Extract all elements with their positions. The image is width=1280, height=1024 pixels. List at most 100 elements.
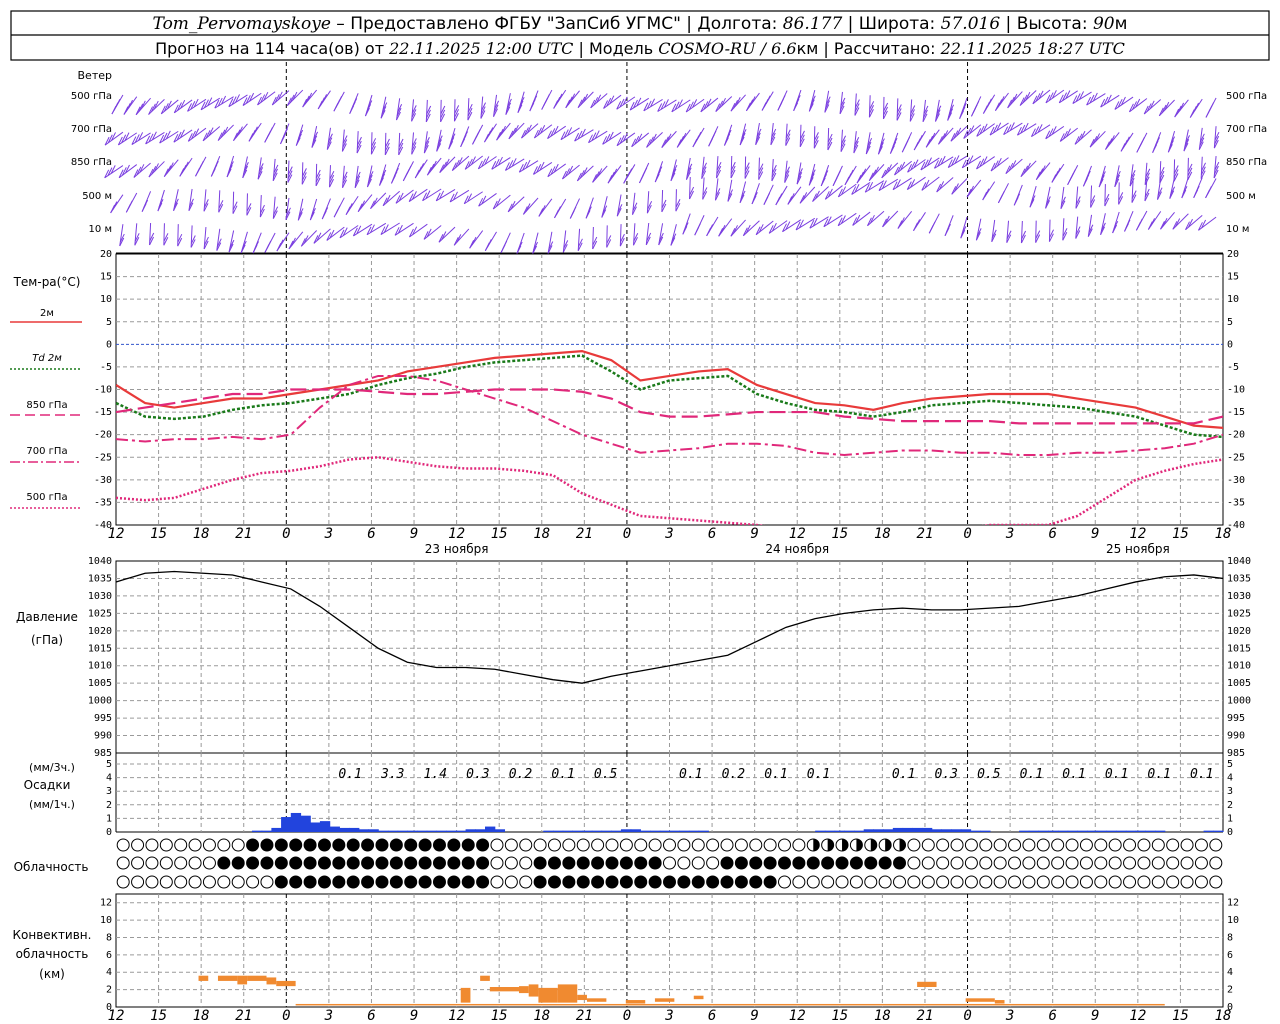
wind-barb-staff [1032, 89, 1051, 105]
wind-barb-staff [934, 156, 954, 169]
wind-barb-staff [1105, 132, 1120, 150]
wind-barb-staff [865, 132, 871, 155]
wind-barb [242, 156, 249, 179]
wind-barb [326, 127, 333, 150]
wind-barb-feather [355, 171, 361, 181]
model-name: COSMO-RU / 6.6 [658, 39, 796, 58]
wind-barb-feather [633, 99, 638, 109]
precip-bar [1028, 830, 1040, 832]
cloud-circle [1079, 856, 1093, 870]
wind-barb [560, 127, 580, 141]
cloud-symbol [749, 838, 763, 852]
wind-barb-feather [278, 239, 284, 248]
wind-barb-feather [1006, 234, 1012, 243]
conv-bar [917, 981, 937, 988]
wind-barb-staff [134, 223, 138, 246]
cloud-symbol [1137, 875, 1151, 889]
wind-barb [398, 132, 404, 156]
wind-barb [364, 94, 373, 117]
cloud-symbol [260, 856, 274, 870]
wind-barb-feather [1173, 173, 1179, 182]
temp-ytick-right: 0 [1227, 339, 1233, 350]
wind-barb-feather [923, 159, 929, 168]
wind-barb-feather [370, 200, 375, 209]
cloud-symbol [202, 875, 216, 889]
wind-barb-staff [936, 177, 954, 193]
wind-barb-feather [643, 102, 649, 112]
wind-barb-feather [356, 140, 362, 150]
wind-barb-feather [602, 205, 608, 214]
wind-barb-feather [438, 234, 444, 243]
wind-barb-feather [1125, 219, 1131, 229]
cloud-circle [389, 838, 403, 852]
wind-barb-staff [787, 186, 802, 205]
cloud-circle [447, 838, 461, 852]
wind-barb-staff [173, 189, 179, 211]
cloud-symbol [246, 856, 260, 870]
wind-barb-staff [813, 126, 816, 149]
wind-barb-feather [632, 202, 638, 211]
wind-barb [451, 155, 470, 172]
wind-barb [301, 162, 307, 185]
bottom-hour-tick: 0 [963, 1008, 971, 1024]
wind-barb-feather [795, 95, 801, 104]
wind-barb-feather [1213, 169, 1219, 179]
wind-barb-feather [298, 208, 304, 217]
cloud-symbol [835, 856, 849, 870]
wind-barb-feather [921, 182, 927, 191]
wind-barb-feather [1214, 161, 1220, 171]
wind-barb-feather [342, 179, 347, 188]
cloud-symbol [691, 838, 705, 852]
calc-time: 22.11.2025 18:27 UTC [940, 39, 1125, 58]
wind-barb-feather [930, 132, 936, 142]
wind-barb-feather [1059, 133, 1065, 142]
wind-barb-feather [1103, 96, 1109, 106]
wind-barb-feather [242, 169, 248, 179]
cloud-symbol [361, 856, 375, 870]
cloud-circle [1108, 838, 1122, 852]
wind-barb-feather [824, 191, 830, 200]
wind-barb-feather [657, 103, 663, 112]
wind-barb-feather [715, 188, 721, 197]
wind-barb-feather [1072, 95, 1078, 104]
wind-barb-feather [342, 227, 348, 236]
cloud-symbol [993, 875, 1007, 889]
wind-barb-feather [984, 188, 990, 197]
wind-barb-feather [287, 170, 293, 179]
cloud-symbol [849, 875, 863, 889]
wind-barb-staff [285, 197, 290, 220]
cloud-circle [1094, 875, 1108, 889]
cloud-symbol [878, 856, 892, 870]
cloud-circle [432, 856, 446, 870]
wind-barb-staff [233, 123, 248, 142]
bottom-hour-tick: 21 [576, 1008, 593, 1024]
wind-barb-feather [313, 131, 319, 141]
cloud-circle [504, 856, 518, 870]
wind-barb-feather [940, 155, 946, 165]
wind-barb-feather [1062, 232, 1068, 241]
wind-barb-feather [207, 97, 213, 106]
cloud-circle [763, 856, 777, 870]
cloud-symbol [964, 875, 978, 889]
cloud-circle [1022, 838, 1036, 852]
wind-barb-feather [674, 101, 680, 110]
wind-barb [1105, 132, 1120, 150]
wind-barb-feather [1062, 92, 1068, 101]
mid-hour-tick: 6 [708, 526, 716, 542]
wind-barb-staff [882, 96, 885, 119]
wind-barb-feather [307, 92, 313, 102]
wind-barb-feather [384, 142, 390, 152]
wind-barb-staff [603, 94, 622, 109]
cloud-symbol [289, 856, 303, 870]
bottom-hour-tick: 12 [789, 1008, 806, 1024]
wind-barb-feather [852, 217, 858, 226]
wind-barb-staff [1029, 185, 1037, 208]
cloud-circle [303, 838, 317, 852]
wind-barb [1090, 185, 1096, 208]
wind-barb-feather [228, 243, 234, 253]
wind-barb [1089, 130, 1106, 148]
wind-barb-staff [302, 89, 318, 108]
wind-barb-feather [692, 99, 698, 108]
wind-barb-staff [799, 186, 816, 204]
wind-barb-feather [123, 106, 129, 115]
